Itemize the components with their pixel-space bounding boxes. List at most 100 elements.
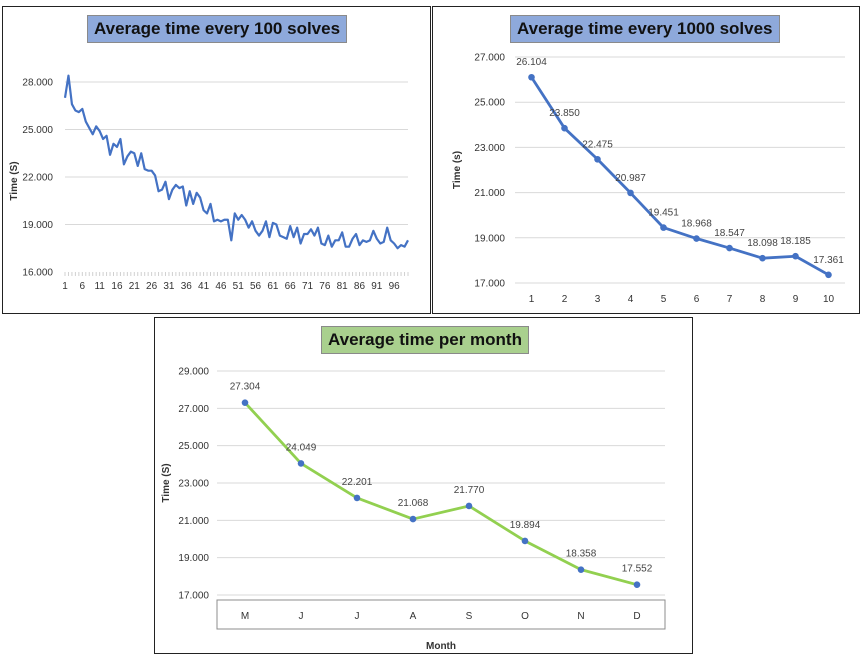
category-axis-box: [216, 599, 666, 630]
chart-panel-1000-solves: Average time every 1000 solves 17.000 19.…: [432, 6, 860, 314]
x-tick-label: 51: [233, 281, 245, 292]
data-label: 20.987: [615, 173, 646, 184]
y-tick-label: 19.000: [178, 553, 209, 564]
x-tick-label: 71: [302, 281, 314, 292]
x-tick-label: 66: [285, 281, 297, 292]
chart-panel-per-month: Average time per month 17.000 19.000 21.00…: [154, 317, 693, 654]
chart-1000-solves: 17.000 19.000 21.000 23.000 25.000 27.000 1 2 3 4…: [452, 53, 845, 305]
data-point: [825, 271, 832, 279]
y-tick-label: 28.000: [22, 78, 53, 89]
data-label: 23.850: [549, 108, 580, 119]
data-label: 18.968: [681, 219, 712, 230]
y-tick-label: 19.000: [22, 220, 53, 231]
x-tick-label: O: [521, 611, 529, 622]
data-point: [353, 494, 361, 502]
x-tick-label: 36: [181, 281, 193, 292]
data-point: [693, 235, 700, 242]
y-tick-label: 27.000: [178, 404, 209, 415]
x-tick-label: 81: [337, 281, 349, 292]
y-tick-label: 25.000: [22, 125, 53, 136]
y-tick-label: 17.000: [178, 591, 209, 602]
x-tick-label: D: [633, 611, 640, 622]
data-label: 17.552: [622, 564, 653, 575]
y-axis-label: Time (S): [161, 463, 172, 502]
y-tick-label: 29.000: [178, 367, 209, 378]
y-tick-label: 16.000: [22, 268, 53, 279]
x-tick-label: 10: [823, 294, 835, 305]
x-tick-label: 2: [562, 294, 568, 305]
data-label: 27.304: [230, 382, 261, 393]
x-tick-label: J: [355, 611, 360, 622]
x-tick-label: 9: [793, 294, 799, 305]
data-label: 19.894: [510, 520, 541, 531]
x-tick-label: 31: [163, 281, 175, 292]
x-tick-label: S: [466, 611, 473, 622]
data-point: [297, 460, 305, 467]
y-axis-label: Time (S): [9, 161, 20, 200]
data-label: 22.201: [342, 477, 373, 488]
data-point: [528, 73, 535, 81]
x-tick-label: 5: [661, 294, 667, 305]
x-tick-label: 1: [62, 281, 68, 292]
series-line: [530, 76, 830, 277]
data-label: 21.770: [454, 485, 485, 496]
data-point: [409, 515, 417, 523]
y-tick-label: 23.000: [474, 143, 505, 154]
x-tick-label: 16: [111, 281, 123, 292]
chart-title: Average time every 1000 solves: [510, 15, 780, 43]
data-point: [726, 244, 733, 252]
x-tick-label: 86: [354, 281, 366, 292]
x-tick-label: 21: [129, 281, 141, 292]
data-point: [759, 254, 766, 262]
x-tick-label: N: [577, 611, 584, 622]
x-tick-label: 1: [529, 294, 535, 305]
data-label: 18.185: [780, 236, 811, 247]
data-label: 18.547: [714, 228, 745, 239]
x-tick-label: 11: [94, 281, 105, 292]
data-point: [465, 502, 473, 510]
data-point: [660, 224, 667, 231]
y-tick-label: 21.000: [474, 188, 505, 199]
data-label: 18.098: [747, 238, 778, 249]
x-tick-label: 6: [80, 281, 86, 292]
y-tick-label: 23.000: [178, 479, 209, 490]
data-label: 18.358: [566, 549, 597, 560]
x-tick-label: A: [410, 611, 417, 622]
chart-title: Average time per month: [321, 326, 529, 354]
y-tick-label: 17.000: [474, 279, 505, 290]
chart-title: Average time every 100 solves: [87, 15, 348, 43]
x-tick-label: 76: [319, 281, 331, 292]
data-point: [241, 399, 249, 406]
y-tick-label: 25.000: [178, 441, 209, 452]
x-tick-label: 56: [250, 281, 262, 292]
x-tick-label: 61: [267, 281, 279, 292]
data-label: 17.361: [813, 255, 844, 266]
x-tick-label: 8: [760, 294, 766, 305]
y-tick-label: 22.000: [22, 173, 53, 184]
x-tick-label: 6: [694, 294, 700, 305]
series-line: [63, 74, 409, 250]
x-tick-label: 4: [628, 294, 634, 305]
x-tick-label: 26: [146, 281, 158, 292]
data-label: 26.104: [516, 57, 547, 68]
data-point: [561, 124, 568, 132]
data-point: [792, 252, 799, 260]
x-axis-label: Month: [426, 641, 456, 652]
y-tick-label: 19.000: [474, 233, 505, 244]
y-axis-label: Time (s): [452, 151, 463, 189]
y-tick-label: 27.000: [474, 53, 505, 64]
data-label: 21.068: [398, 498, 429, 509]
data-point: [594, 155, 601, 163]
data-point: [577, 566, 585, 573]
x-tick-label: 7: [727, 294, 733, 305]
x-tick-label: M: [241, 611, 249, 622]
chart-panel-100-solves: Average time every 100 solves 16.000 19.0…: [2, 6, 431, 314]
x-tick-label: 3: [595, 294, 601, 305]
x-tick-label: 91: [371, 281, 383, 292]
x-tick-label: J: [299, 611, 304, 622]
data-point: [633, 581, 641, 588]
data-label: 22.475: [582, 139, 613, 150]
y-tick-label: 25.000: [474, 98, 505, 109]
data-label: 19.451: [648, 208, 679, 219]
